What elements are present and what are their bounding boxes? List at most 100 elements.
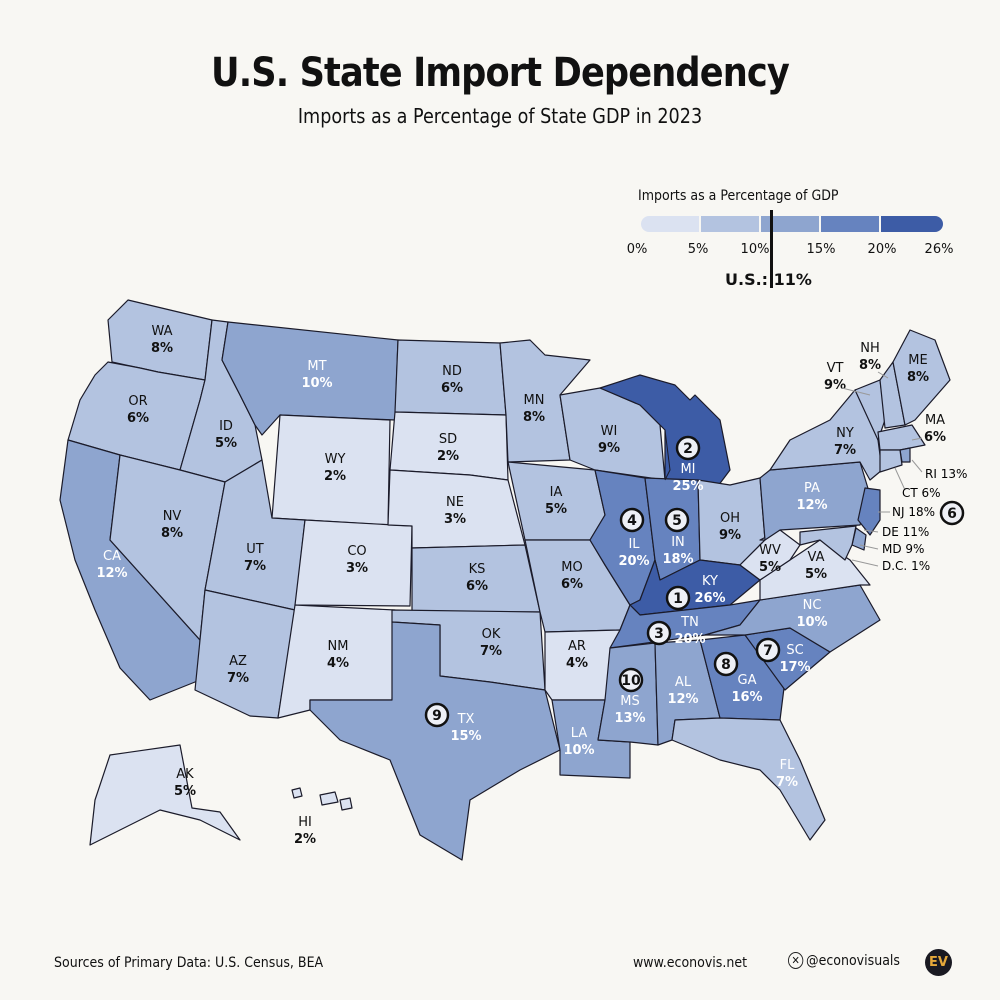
label-mt: MT 10% (301, 359, 332, 391)
state-md[interactable] (799, 525, 857, 561)
color-legend: Imports as a Percentage of GDP 0% 5% 10%… (625, 188, 955, 289)
label-tn: TN 20% (674, 615, 705, 647)
rank-badges: 1 2 3 4 5 6 7 8 9 10 (424, 435, 965, 728)
label-wa: WA 8% (151, 324, 173, 356)
rank-badge-tn: 3 (646, 620, 672, 646)
label-ny: NY 7% (834, 426, 856, 458)
state-tx[interactable] (309, 621, 561, 861)
state-hi-2[interactable] (291, 787, 303, 799)
rank-badge-ky: 1 (665, 585, 691, 611)
website-link[interactable]: www.econovis.net (633, 955, 748, 971)
social-handle[interactable]: ✕ @econovisuals (788, 952, 900, 969)
rank-badge-tx: 9 (424, 702, 450, 728)
legend-bin-4 (821, 216, 881, 232)
label-mn: MN 8% (523, 393, 545, 425)
svg-text:9: 9 (432, 708, 442, 724)
svg-text:2: 2 (683, 441, 693, 457)
label-wi: WI 9% (598, 424, 620, 456)
state-hi-3[interactable] (319, 791, 339, 806)
svg-text:6: 6 (947, 506, 957, 522)
state-nj[interactable] (857, 487, 881, 536)
legend-bin-2 (701, 216, 761, 232)
state-me[interactable] (892, 329, 951, 426)
svg-text:5: 5 (672, 513, 682, 529)
state-ma[interactable] (877, 424, 926, 451)
svg-text:7: 7 (763, 643, 773, 659)
label-ok: OK 7% (480, 627, 502, 659)
rank-badge-ga: 8 (713, 651, 739, 677)
label-me: ME 8% (907, 353, 929, 385)
label-sc: SC 17% (779, 643, 810, 675)
state-wv[interactable] (739, 529, 801, 581)
legend-tick: 26% (924, 242, 954, 257)
svg-text:1: 1 (673, 591, 683, 607)
us-average-marker (770, 210, 773, 288)
rank-badge-il: 4 (619, 507, 645, 533)
state-ct[interactable] (879, 449, 903, 473)
label-in: IN 18% (662, 535, 693, 567)
chart-title: U.S. State Import Dependency (211, 50, 790, 96)
callout-de: DE 11% (882, 525, 929, 539)
legend-tick: 0% (626, 242, 648, 257)
econovis-logo: EV (925, 949, 952, 976)
label-ky: KY 26% (694, 574, 725, 606)
label-or: OR 6% (127, 394, 149, 426)
label-wy: WY 2% (324, 452, 346, 484)
label-hi: HI 2% (294, 815, 316, 847)
callout-nj: NJ 18% (892, 505, 935, 519)
label-tx: TX 15% (450, 712, 481, 744)
legend-color-bar (641, 216, 943, 232)
chart-subtitle: Imports as a Percentage of State GDP in … (297, 104, 703, 128)
state-co[interactable] (294, 519, 413, 607)
label-ms: MS 13% (614, 694, 645, 726)
state-ky[interactable] (629, 559, 761, 616)
label-az: AZ 7% (227, 654, 249, 686)
legend-tick: 15% (806, 242, 836, 257)
label-mi: MI 25% (672, 462, 703, 494)
label-pa: PA 12% (796, 481, 827, 513)
label-il: IL 20% (618, 537, 649, 569)
callout-ri: RI 13% (925, 467, 967, 481)
rank-badge-nj: 6 (939, 500, 965, 526)
label-ne: NE 3% (444, 495, 466, 527)
us-average-label: U.S.: 11% (725, 270, 812, 289)
state-ia[interactable] (507, 461, 606, 541)
label-ga: GA 16% (731, 673, 762, 705)
label-ma: MA 6% (924, 413, 946, 445)
label-nd: ND 6% (441, 364, 463, 396)
label-wv: WV 5% (759, 543, 781, 575)
label-ar: AR 4% (566, 639, 588, 671)
label-va: VA 5% (805, 550, 827, 582)
label-ca: CA 12% (96, 549, 127, 581)
social-handle-text: @econovisuals (806, 952, 900, 969)
label-la: LA 10% (563, 726, 594, 758)
label-nm: NM 4% (327, 639, 349, 671)
label-nh: NH 8% (859, 341, 881, 373)
label-nv: NV 8% (161, 509, 183, 541)
state-hi[interactable] (339, 797, 353, 811)
lake-michigan-shore (664, 429, 671, 481)
legend-tick: 20% (867, 242, 897, 257)
rank-badge-sc: 7 (755, 637, 781, 663)
sources-note: Sources of Primary Data: U.S. Census, BE… (54, 955, 324, 971)
svg-text:8: 8 (721, 657, 731, 673)
label-id: ID 5% (215, 419, 237, 451)
rank-badge-mi: 2 (675, 435, 701, 461)
callouts: RI 13% CT 6% NJ 18% DE 11% MD 9% D.C. 1% (841, 371, 967, 573)
legend-bin-5 (881, 216, 943, 232)
rank-badge-ms: 10 (618, 667, 644, 693)
label-sd: SD 2% (437, 432, 459, 464)
state-ak[interactable] (89, 744, 241, 846)
label-nc: NC 10% (796, 598, 827, 630)
legend-ticks: 0% 5% 10% 15% 20% 26% (625, 242, 955, 262)
label-co: CO 3% (346, 544, 368, 576)
legend-bin-3 (761, 216, 821, 232)
label-mo: MO 6% (561, 560, 583, 592)
svg-text:10: 10 (621, 673, 641, 689)
label-fl: FL 7% (776, 758, 798, 790)
label-oh: OH 9% (719, 511, 741, 543)
state-fl[interactable] (671, 717, 826, 841)
label-ia: IA 5% (545, 485, 567, 517)
label-al: AL 12% (667, 675, 698, 707)
